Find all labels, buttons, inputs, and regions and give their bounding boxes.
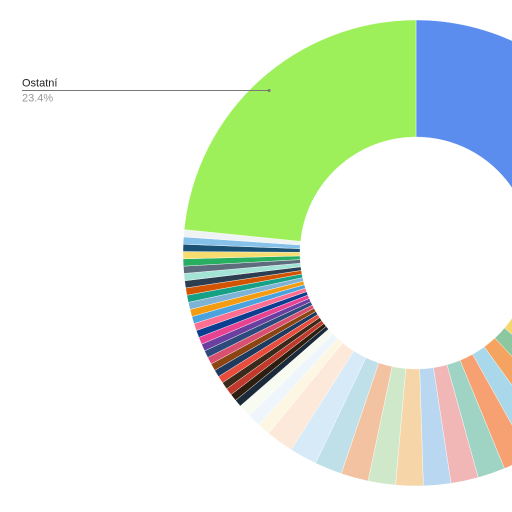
donut-slice <box>415 19 512 189</box>
leader-dot <box>267 89 271 93</box>
slice-label: Ostatní <box>22 77 57 89</box>
donut-slice <box>183 19 417 242</box>
slice-value-label: 23.4% <box>22 92 53 104</box>
